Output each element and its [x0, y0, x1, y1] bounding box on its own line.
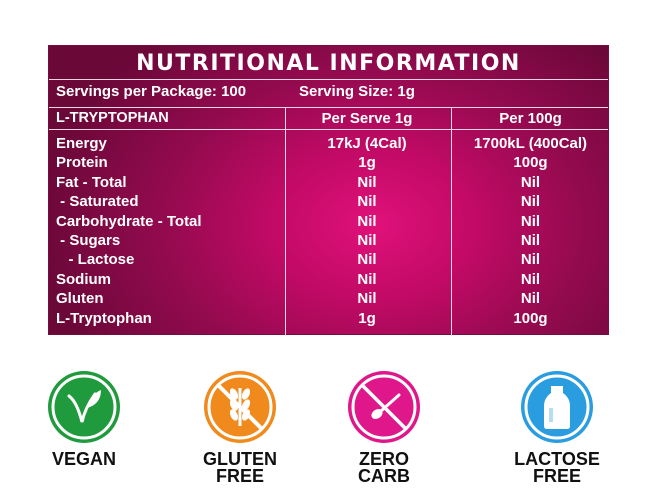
row-per-100g: 100g: [513, 309, 548, 327]
row-label: Protein: [56, 154, 108, 172]
divider: [49, 129, 608, 130]
divider: [49, 107, 608, 108]
row-per-serve: Nil: [357, 232, 377, 249]
row-per-serve: Nil: [357, 193, 377, 211]
serving-size: Serving Size: 1g: [299, 83, 415, 100]
badge-label-line1: GLUTEN: [203, 449, 277, 469]
row-per-100g: Nil: [520, 251, 541, 269]
row-per-100g: Nil: [520, 232, 541, 249]
row-per-serve: Nil: [357, 212, 377, 230]
milk-bottle-icon: [520, 370, 594, 444]
row-label: - Sugars: [56, 232, 121, 249]
badge-label-line1: LACTOSE: [514, 449, 600, 469]
row-per-serve: Nil: [357, 290, 377, 308]
badge-label-line2: CARB: [358, 466, 410, 486]
badge-label-line2: FREE: [215, 466, 264, 486]
divider: [49, 79, 608, 80]
panel-title: NUTRITIONAL INFORMATION: [136, 51, 521, 76]
badge-label: VEGAN: [19, 449, 149, 469]
badge-label-line1: VEGAN: [51, 449, 116, 469]
no-wheat-icon: [203, 370, 277, 444]
row-per-100g: 1700kL (400Cal): [473, 135, 588, 152]
vegan-leaf-icon: [47, 370, 121, 444]
column-divider: [451, 107, 452, 336]
row-per-100g: Nil: [520, 193, 541, 211]
badge-label-line2: FREE: [532, 466, 581, 486]
row-per-serve: 17kJ (4Cal): [327, 135, 407, 152]
row-label: L-Tryptophan: [56, 309, 152, 327]
row-label: - Saturated: [56, 193, 139, 211]
row-label: Carbohydrate - Total: [56, 212, 202, 230]
column-divider: [285, 107, 286, 336]
badge-label: LACTOSE FREE: [492, 449, 622, 486]
row-per-100g: Nil: [520, 290, 541, 308]
row-per-100g: Nil: [520, 173, 541, 191]
row-per-serve: Nil: [357, 173, 377, 191]
row-per-serve: 1g: [358, 309, 376, 327]
servings-per-package: Servings per Package: 100: [56, 83, 247, 100]
row-per-serve: Nil: [357, 251, 377, 269]
row-per-100g: Nil: [520, 212, 541, 230]
badge-label-line1: ZERO: [358, 449, 409, 469]
header-per-100g: Per 100g: [499, 110, 562, 127]
row-label: - Lactose: [56, 251, 135, 269]
row-label: Fat - Total: [56, 173, 127, 191]
row-per-serve: 1g: [358, 154, 376, 172]
row-label: Gluten: [56, 290, 104, 308]
no-spoon-icon: [347, 370, 421, 444]
row-per-serve: Nil: [357, 270, 377, 288]
row-per-100g: 100g: [513, 154, 548, 172]
header-per-serve: Per Serve 1g: [321, 110, 413, 127]
badge-label: GLUTEN FREE: [175, 449, 305, 486]
row-label: Energy: [56, 135, 107, 152]
header-item: L-TRYPTOPHAN: [56, 110, 169, 126]
row-per-100g: Nil: [520, 270, 541, 288]
nutrition-panel: NUTRITIONAL INFORMATION Servings per Pac…: [48, 45, 609, 336]
badge-label: ZERO CARB: [319, 449, 449, 486]
row-label: Sodium: [56, 270, 111, 288]
